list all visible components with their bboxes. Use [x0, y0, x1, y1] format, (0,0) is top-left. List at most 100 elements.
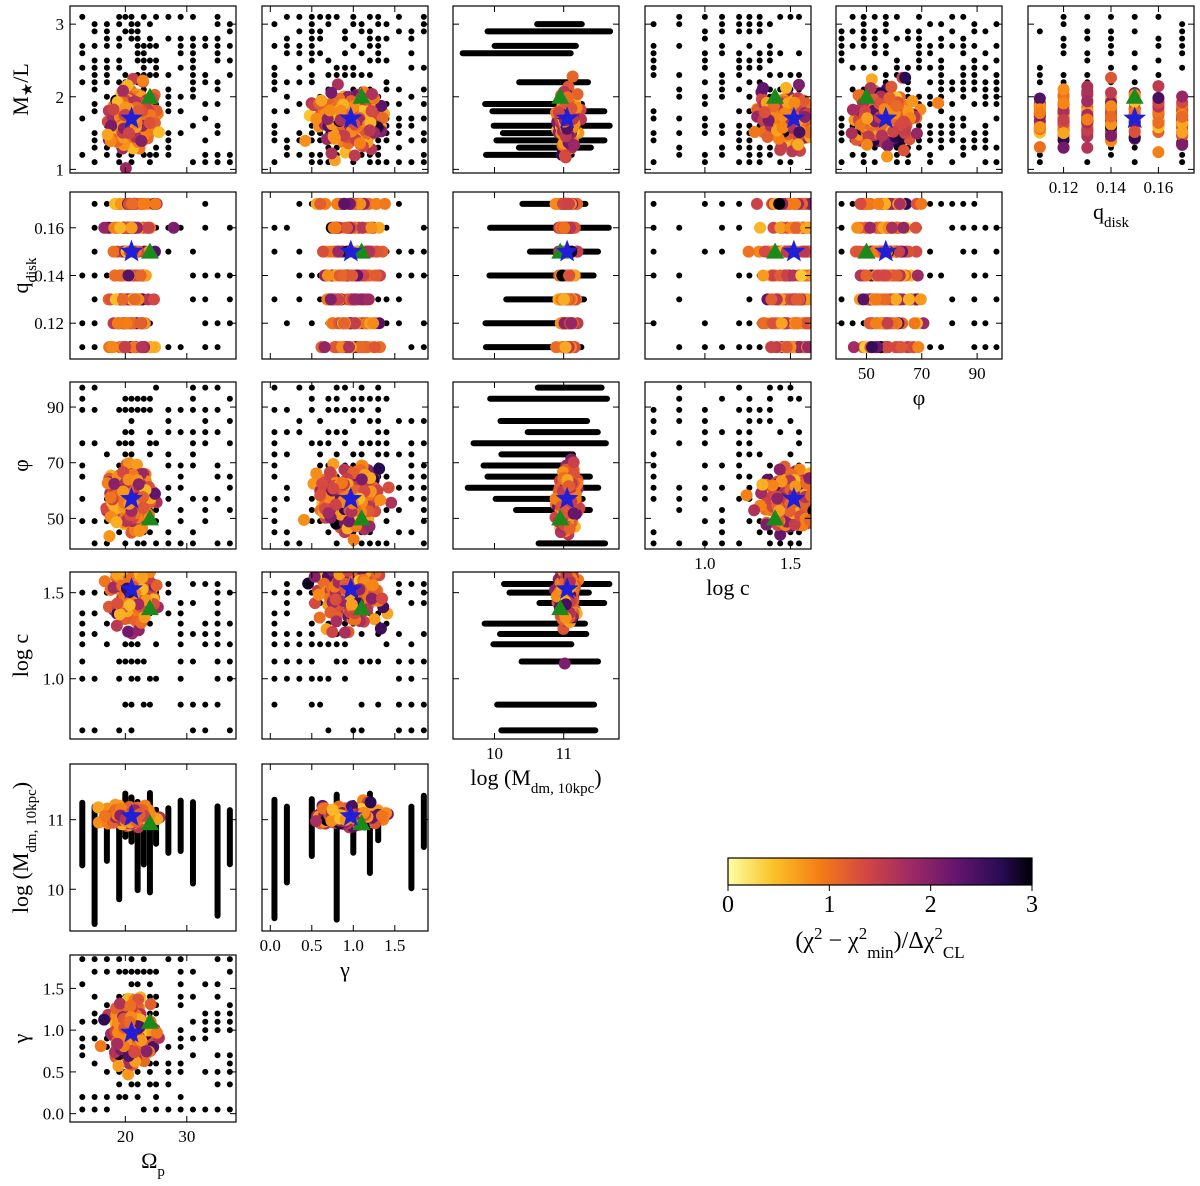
model-point	[814, 270, 826, 282]
grid-point	[79, 495, 86, 502]
model-point	[557, 293, 570, 306]
grid-point	[719, 42, 726, 49]
panel-frame	[835, 5, 1003, 174]
grid-point	[202, 79, 209, 86]
grid-point	[938, 57, 945, 64]
model-point	[136, 491, 149, 504]
grid-point	[146, 21, 153, 28]
grid-point	[342, 406, 348, 413]
grid-point	[177, 429, 184, 436]
model-point	[815, 246, 827, 258]
model-point	[795, 269, 808, 282]
grid-point	[938, 79, 945, 86]
grid-point	[202, 151, 209, 158]
grid-point	[366, 417, 373, 424]
grid-point	[1108, 50, 1114, 57]
grid-point	[927, 50, 934, 57]
model-point	[107, 245, 120, 258]
grid-point	[650, 108, 657, 115]
grid-point	[91, 296, 98, 303]
grid-point	[271, 130, 278, 137]
grid-point	[787, 71, 794, 78]
panel-points	[79, 13, 233, 173]
grid-point	[308, 71, 315, 78]
grid-point	[189, 451, 196, 458]
grid-point	[116, 440, 123, 447]
model-point	[810, 130, 811, 136]
grid-point	[938, 272, 945, 279]
grid-point	[177, 130, 184, 137]
model-point	[869, 317, 882, 330]
grid-point	[358, 451, 365, 458]
model-point	[748, 126, 761, 139]
grid-point	[350, 417, 357, 424]
grid-point	[189, 495, 196, 502]
reference-triangle	[766, 242, 785, 259]
grid-point	[202, 101, 209, 108]
grid-point	[91, 101, 98, 108]
grid-point	[91, 248, 98, 255]
grid-point	[333, 429, 340, 436]
grid-point	[408, 93, 415, 100]
grid-point	[916, 42, 922, 49]
grid-point	[103, 35, 110, 42]
grid-point	[103, 200, 110, 207]
model-point	[789, 197, 802, 210]
grid-point	[982, 101, 989, 108]
grid-point	[736, 144, 743, 151]
grid-point	[971, 248, 978, 255]
grid-point	[214, 462, 221, 469]
grid-point	[79, 79, 86, 86]
grid-point	[271, 462, 278, 469]
grid-point	[982, 137, 989, 144]
y-tick-label: 1	[56, 160, 65, 179]
grid-point	[949, 86, 956, 93]
grid-point	[103, 28, 110, 35]
grid-point	[122, 440, 129, 447]
model-point	[325, 86, 338, 99]
grid-point	[982, 344, 989, 351]
grid-point	[189, 296, 196, 303]
grid-point	[283, 93, 290, 100]
grid-point	[1179, 21, 1186, 28]
grid-point	[395, 320, 402, 327]
model-point	[886, 221, 899, 234]
model-point	[815, 246, 827, 258]
grid-point	[317, 50, 324, 57]
model-point	[122, 127, 135, 140]
grid-point	[116, 79, 123, 86]
panel-q_disk-vs-log_c	[644, 191, 827, 360]
grid-point	[838, 122, 845, 129]
grid-point	[79, 440, 86, 447]
model-point	[909, 221, 922, 234]
model-point	[353, 137, 366, 150]
model-point	[1033, 92, 1046, 105]
grid-point	[960, 42, 967, 49]
model-point	[1152, 116, 1165, 129]
grid-point	[271, 473, 278, 480]
grid-point	[719, 21, 726, 28]
model-point	[348, 293, 361, 306]
grid-point	[308, 395, 315, 402]
grid-point	[134, 28, 141, 35]
model-point	[792, 78, 805, 91]
best-fit-star	[339, 106, 363, 129]
grid-point	[283, 42, 290, 49]
grid-point	[650, 272, 657, 279]
grid-point	[91, 130, 98, 137]
grid-point	[982, 122, 989, 129]
grid-point	[1131, 50, 1138, 57]
grid-point	[736, 320, 743, 327]
grid-point	[676, 21, 683, 28]
grid-point	[165, 35, 172, 42]
grid-point	[296, 296, 303, 303]
grid-point	[383, 224, 390, 231]
model-point	[339, 146, 352, 159]
grid-point	[838, 50, 845, 57]
grid-point	[882, 50, 889, 57]
grid-point	[165, 344, 172, 351]
grid-point	[882, 13, 889, 20]
model-point	[818, 104, 830, 116]
grid-point	[408, 484, 415, 491]
grid-point	[177, 108, 184, 115]
